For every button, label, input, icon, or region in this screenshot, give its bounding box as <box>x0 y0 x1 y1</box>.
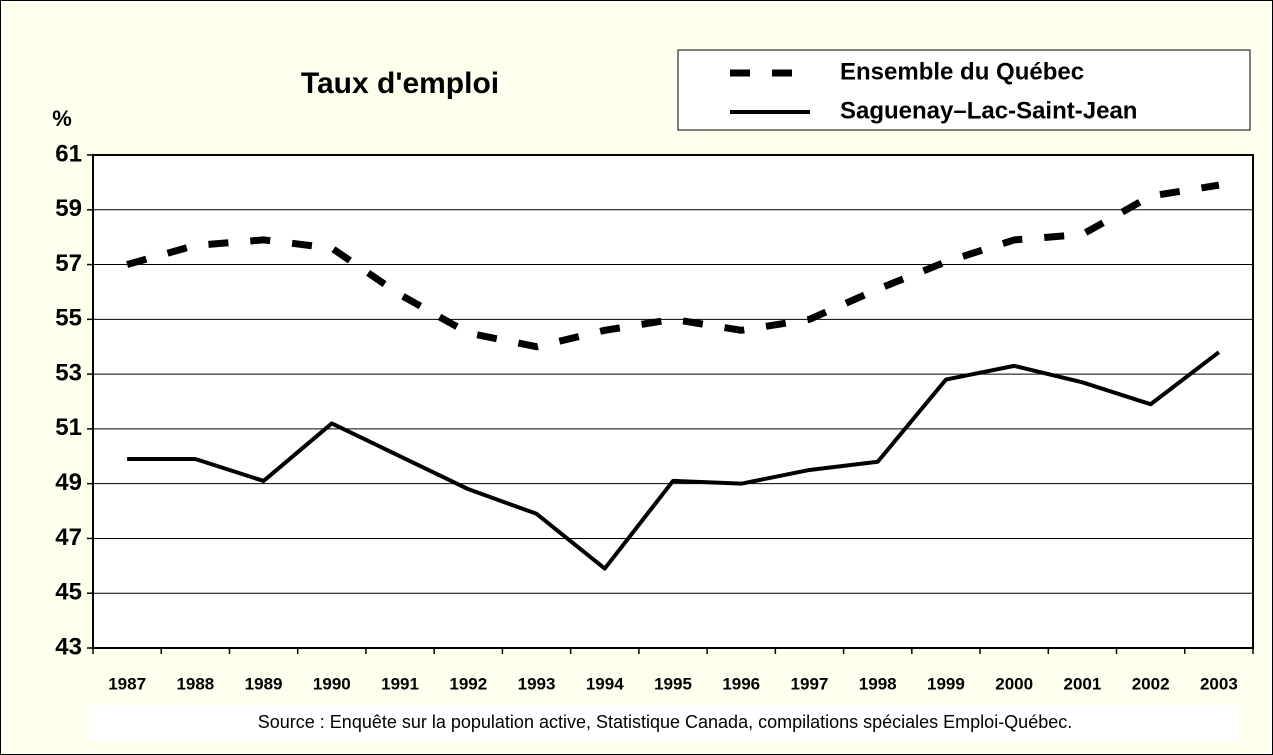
x-tick-label: 2002 <box>1132 674 1170 693</box>
x-tick-label: 1992 <box>449 674 487 693</box>
x-tick-label: 1989 <box>245 674 283 693</box>
legend-label: Ensemble du Québec <box>840 58 1084 85</box>
x-tick-label: 1994 <box>586 674 624 693</box>
y-tick-label: 59 <box>55 195 82 222</box>
x-tick-label: 2000 <box>995 674 1033 693</box>
x-tick-label: 1991 <box>381 674 419 693</box>
y-tick-label: 45 <box>55 579 82 606</box>
y-tick-label: 43 <box>55 633 82 660</box>
x-tick-label: 1993 <box>518 674 556 693</box>
source-box <box>90 705 1240 741</box>
x-tick-label: 2003 <box>1200 674 1238 693</box>
source-note: Source : Enquête sur la population activ… <box>258 712 1072 732</box>
y-tick-label: 53 <box>55 359 82 386</box>
chart-title: Taux d'emploi <box>301 67 499 100</box>
y-tick-label: 47 <box>55 524 82 551</box>
x-tick-label: 1995 <box>654 674 692 693</box>
plot-border <box>92 154 1254 649</box>
series-line <box>126 181 1220 351</box>
x-tick-label: 1999 <box>927 674 965 693</box>
plot-area <box>93 155 1253 648</box>
series-line <box>127 350 1221 571</box>
y-tick-label: 49 <box>55 469 82 496</box>
y-axis-label: % <box>52 106 72 131</box>
x-tick-label: 1997 <box>791 674 829 693</box>
y-tick-label: 55 <box>55 305 82 332</box>
x-tick-label: 1990 <box>313 674 351 693</box>
y-tick-label: 51 <box>55 414 82 441</box>
legend-box <box>677 49 1251 131</box>
y-tick-label: 61 <box>55 140 82 167</box>
x-tick-label: 1987 <box>108 674 146 693</box>
y-tick-label: 57 <box>55 250 82 277</box>
x-tick-label: 1998 <box>859 674 897 693</box>
x-tick-label: 1988 <box>176 674 214 693</box>
x-tick-label: 2001 <box>1063 674 1101 693</box>
legend-label: Saguenay–Lac-Saint-Jean <box>840 97 1137 124</box>
x-tick-label: 1996 <box>722 674 760 693</box>
